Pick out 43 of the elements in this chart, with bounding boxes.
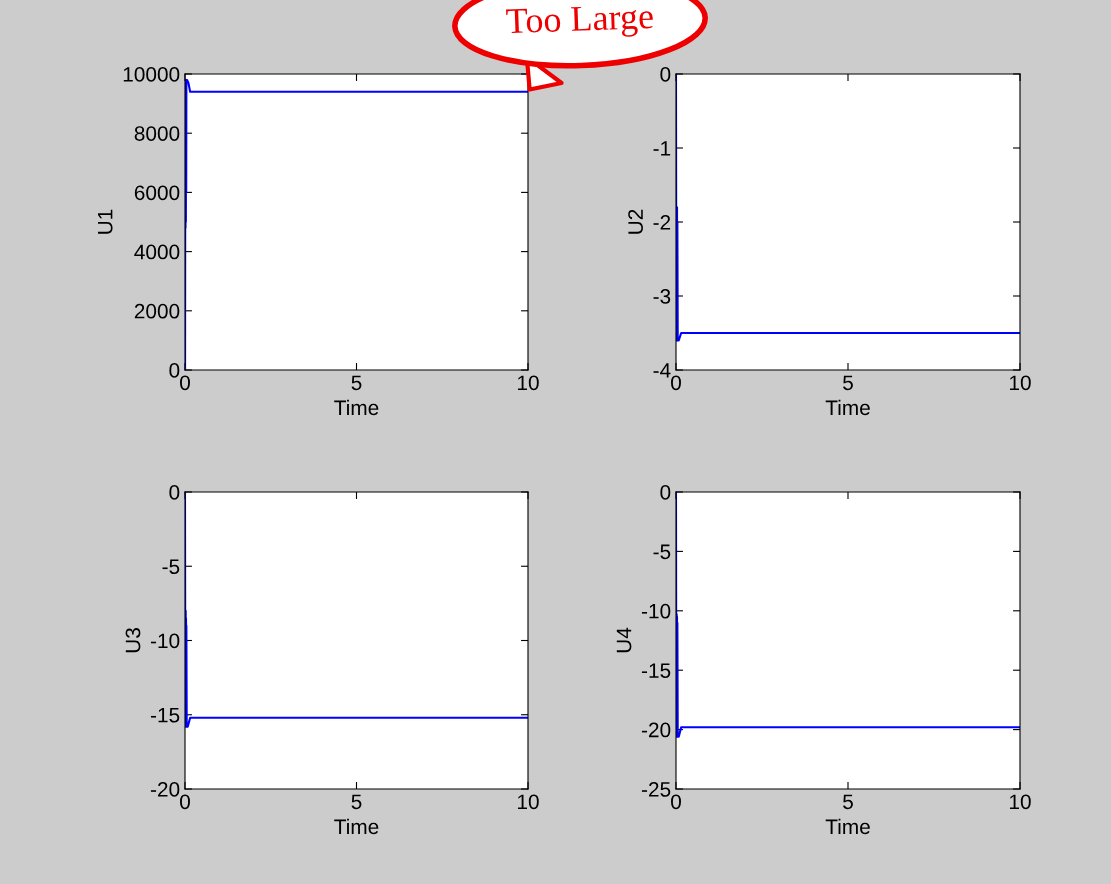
y-tick-label: 0 xyxy=(169,485,180,500)
x-tick-label: 0 xyxy=(180,375,190,391)
y-tick-label: 8000 xyxy=(134,126,180,141)
y-tick-label: -15 xyxy=(150,707,180,723)
y-tick-label: 0 xyxy=(660,67,671,82)
y-tick-label: 4000 xyxy=(134,244,180,260)
y-tick-label: -10 xyxy=(641,603,671,619)
x-tick-label: 0 xyxy=(180,794,190,810)
y-tick-label: -25 xyxy=(641,782,671,797)
y-tick-label: -5 xyxy=(653,544,671,560)
y-tick-label: 2000 xyxy=(134,303,180,319)
y-tick-label: -10 xyxy=(150,633,180,649)
y-tick-label: 0 xyxy=(660,485,671,500)
x-axis-title: Time xyxy=(334,399,379,416)
y-axis-title: U2 xyxy=(628,209,643,234)
x-tick-label: 5 xyxy=(351,794,362,810)
y-tick-label: -20 xyxy=(641,722,671,738)
x-tick-label: 5 xyxy=(351,375,362,391)
y-axis-title: U4 xyxy=(616,627,632,653)
y-tick-label: 0 xyxy=(169,363,180,378)
x-tick-label: 5 xyxy=(843,794,853,810)
x-tick-label: 0 xyxy=(671,375,681,391)
y-tick-label: -3 xyxy=(653,289,671,304)
x-axis-title: Time xyxy=(825,818,870,835)
y-axis-title: U3 xyxy=(125,628,141,653)
x-tick-label: 10 xyxy=(518,794,539,810)
y-tick-label: 6000 xyxy=(134,185,180,201)
x-tick-label: 10 xyxy=(1010,375,1031,391)
y-tick-label: -5 xyxy=(162,559,180,574)
y-axis-title: U1 xyxy=(98,209,113,234)
y-tick-label: -20 xyxy=(150,782,180,797)
x-axis-title: Time xyxy=(334,818,379,835)
x-tick-label: 0 xyxy=(671,794,681,810)
x-tick-label: 10 xyxy=(518,375,539,391)
x-axis-title: Time xyxy=(825,399,870,416)
x-tick-label: 10 xyxy=(1010,794,1031,810)
y-tick-label: -1 xyxy=(653,141,671,156)
y-tick-label: 10000 xyxy=(123,67,180,82)
annotation: Too Large xyxy=(506,4,654,41)
y-tick-label: -15 xyxy=(641,663,671,678)
y-tick-label: -4 xyxy=(653,363,671,378)
y-tick-label: -2 xyxy=(653,215,671,230)
x-tick-label: 5 xyxy=(843,375,853,391)
